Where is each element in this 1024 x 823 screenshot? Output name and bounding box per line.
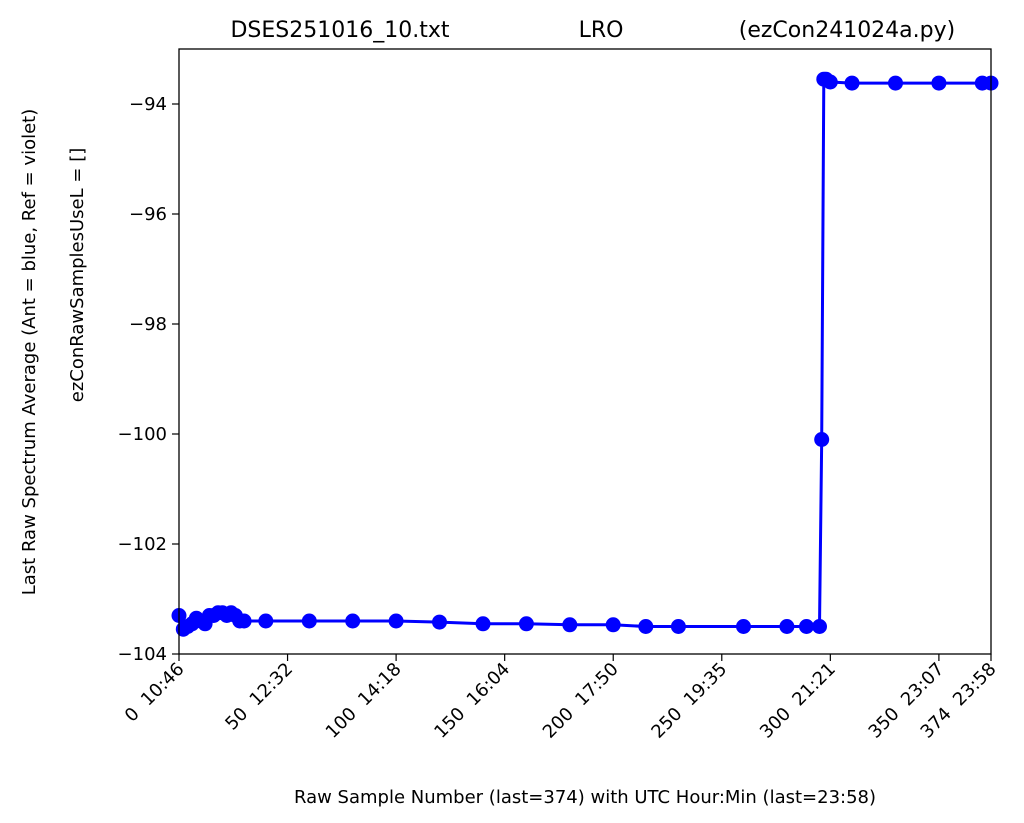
data-point xyxy=(432,614,447,630)
data-point xyxy=(736,619,751,634)
data-point xyxy=(258,613,274,629)
data-point xyxy=(670,619,686,634)
data-point xyxy=(822,74,838,90)
chart-title-left: DSES251016_10.txt xyxy=(230,18,449,43)
chart-title-right: (ezCon241024a.py) xyxy=(739,18,955,43)
y-tick-label: −96 xyxy=(129,204,167,225)
chart-title-center: LRO xyxy=(579,18,624,43)
x-tick-label: 50 12:32 xyxy=(221,659,297,735)
series-line xyxy=(177,77,991,632)
x-axis-ticks: 0 10:46 50 12:32 100 14:18 150 16:04 200 17:… xyxy=(121,654,1001,743)
y-axis-label-line2: ezConRawSamplesUseL = [] xyxy=(67,148,88,402)
data-point xyxy=(812,619,827,634)
data-point xyxy=(638,619,654,634)
data-point xyxy=(388,613,404,629)
data-point xyxy=(844,75,860,91)
plot-frame xyxy=(178,48,992,655)
data-point xyxy=(931,75,947,91)
x-tick-label: 250 19:35 xyxy=(647,659,731,743)
data-point xyxy=(345,613,361,629)
x-tick-label: 100 14:18 xyxy=(322,659,406,743)
data-point xyxy=(562,617,578,633)
y-tick-label: −100 xyxy=(118,424,167,445)
data-point xyxy=(605,617,621,633)
data-point xyxy=(475,616,491,632)
x-tick-label: 300 21:21 xyxy=(756,659,840,743)
data-point xyxy=(814,432,830,447)
data-point xyxy=(236,613,252,629)
data-series xyxy=(171,71,999,637)
x-tick-label: 150 16:04 xyxy=(430,659,514,743)
data-point xyxy=(301,613,317,629)
x-tick-label: 200 17:50 xyxy=(539,659,623,743)
data-point xyxy=(518,616,534,632)
data-point xyxy=(888,75,903,91)
y-tick-label: −94 xyxy=(129,94,167,115)
y-axis-label-line1: Last Raw Spectrum Average (Ant = blue, R… xyxy=(19,109,40,596)
y-tick-label: −104 xyxy=(118,644,167,665)
data-point xyxy=(779,619,795,634)
y-tick-label: −98 xyxy=(129,314,167,335)
y-axis-ticks: −94 −96 −98 −100 −102 −104 xyxy=(118,94,179,665)
data-point xyxy=(799,619,814,634)
x-axis-label: Raw Sample Number (last=374) with UTC Ho… xyxy=(294,787,876,808)
y-tick-label: −102 xyxy=(118,534,167,555)
x-tick-label: 0 10:46 xyxy=(121,659,189,727)
